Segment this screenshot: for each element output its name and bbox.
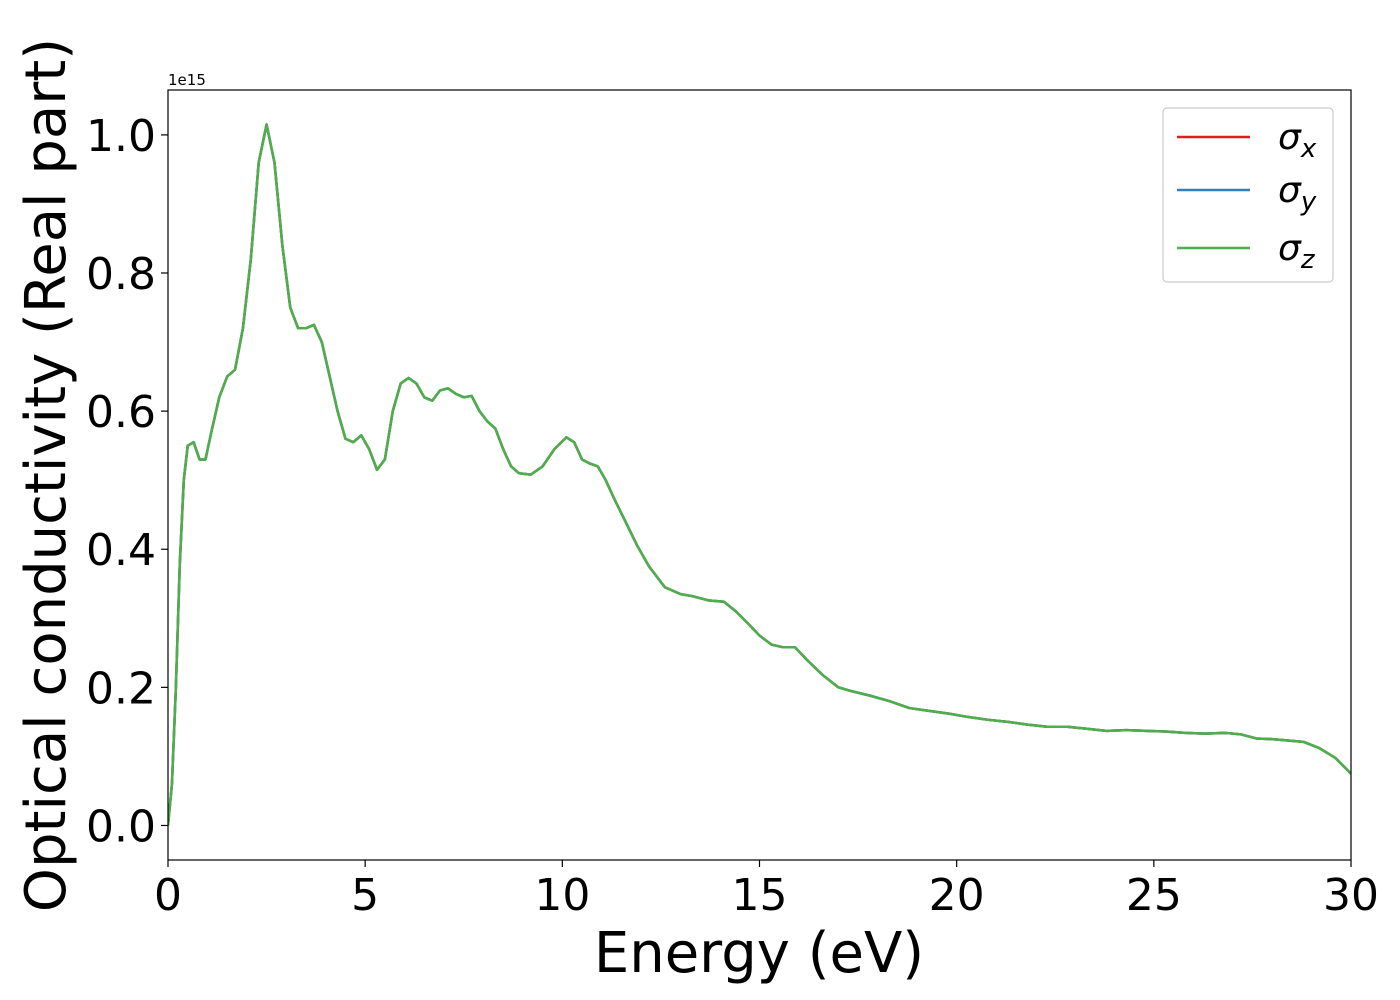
legend-label-x: σx: [1278, 117, 1317, 164]
x-tick-label: 10: [534, 870, 590, 921]
offset-label: 1e15: [168, 71, 206, 89]
y-tick-label: 0.8: [86, 249, 156, 300]
x-tick-label: 5: [351, 870, 379, 921]
x-tick-label: 15: [732, 870, 788, 921]
x-tick-label: 30: [1323, 870, 1379, 921]
legend-label-y: σy: [1278, 170, 1317, 217]
y-axis-ticks: 0.0 0.2 0.4 0.6 0.8 1.0: [86, 111, 168, 852]
plot-area: [168, 123, 1351, 826]
legend: σx σy σz: [1162, 107, 1334, 283]
x-tick-label: 0: [154, 870, 182, 921]
y-tick-label: 0.0: [86, 801, 156, 852]
legend-label-z: σz: [1278, 228, 1316, 275]
y-tick-label: 1.0: [86, 111, 156, 162]
x-axis-label: Energy (eV): [594, 921, 924, 986]
y-axis-label: Optical conductivity (Real part): [14, 38, 79, 912]
x-axis-ticks: 0 5 10 15 20 25 30: [154, 860, 1379, 921]
y-tick-label: 0.4: [86, 525, 156, 576]
series-line-z: [168, 123, 1351, 826]
y-tick-label: 0.2: [86, 663, 156, 714]
legend-box: [1162, 107, 1334, 283]
x-tick-label: 20: [929, 870, 985, 921]
x-tick-label: 25: [1126, 870, 1182, 921]
y-tick-label: 0.6: [86, 387, 156, 438]
